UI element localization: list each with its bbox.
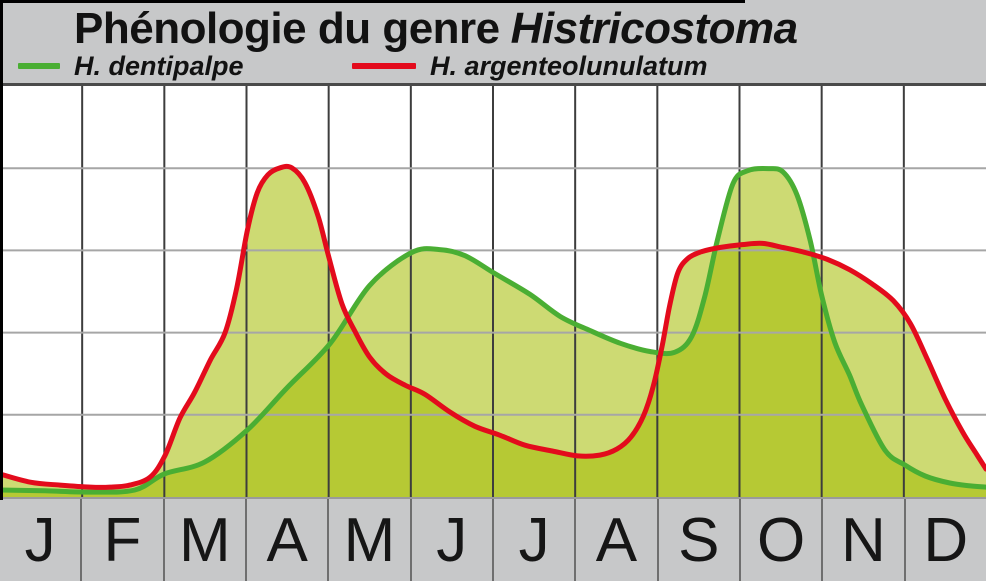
legend-swatch-red [352,63,416,69]
month-label-mar: M [162,499,245,581]
month-label-may: M [327,499,409,581]
left-border-line [0,0,3,500]
month-label-dec: D [903,499,986,581]
month-label-jun: J [409,499,492,581]
chart-header: Phénologie du genre Histricostoma H. dent… [0,0,986,83]
month-label-apr: A [244,499,327,581]
legend-item-argenteolunulatum: H. argenteolunulatum [352,50,708,81]
legend-label-argenteolunulatum: H. argenteolunulatum [430,50,708,81]
month-label-jul: J [491,499,574,581]
title-text: Phénologie du genre [74,4,500,53]
month-label-nov: N [821,499,903,581]
legend-label-dentipalpe: H. dentipalpe [74,50,244,81]
series-line-h-dentipalpe [0,165,986,495]
legend-swatch-green [18,63,60,69]
month-axis: J F M A M J J A S O N D [0,497,986,581]
month-label-aug: A [574,499,656,581]
month-label-sep: S [656,499,739,581]
month-label-oct: O [738,499,821,581]
series-line-h-argenteolunulatum [0,163,986,490]
month-label-jan: J [24,506,56,575]
month-label-feb: F [80,499,162,581]
header-divider [0,83,986,86]
plot-area [0,86,986,497]
phenology-plot-svg [0,86,986,497]
top-border-line [0,0,745,3]
page-title: Phénologie du genre Histricostoma [74,4,798,54]
title-genus-italic: Histricostoma [510,4,798,53]
legend-item-dentipalpe: H. dentipalpe [18,50,244,81]
